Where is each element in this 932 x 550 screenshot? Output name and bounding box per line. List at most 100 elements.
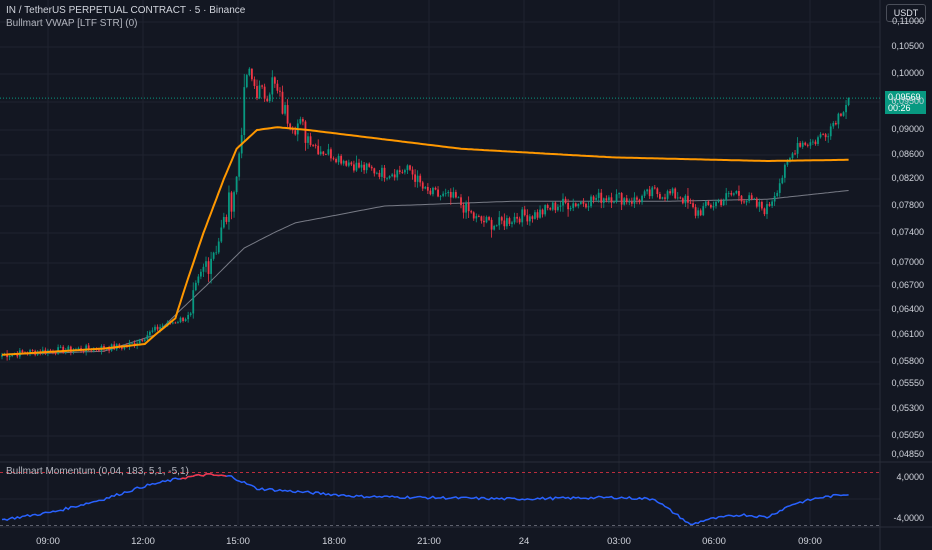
candle-body (238, 153, 241, 177)
candle-body (8, 355, 11, 358)
candle (304, 120, 307, 151)
candle (470, 209, 473, 214)
candle-body (801, 142, 804, 147)
candle-body (452, 192, 455, 198)
last-price-value: 0,09569 (888, 92, 921, 102)
price-tick: 0,11000 (892, 16, 924, 26)
candle (745, 200, 748, 206)
candle-body (819, 134, 822, 138)
candle-body (590, 196, 592, 207)
candle-body (253, 79, 256, 86)
momentum-legend[interactable]: Bullmart Momentum (0,04, 183, 5,1, -5,1) (6, 466, 189, 477)
candle (615, 189, 618, 204)
candle (345, 160, 348, 167)
candle (353, 160, 355, 173)
momentum-line (1, 472, 849, 526)
candle (546, 203, 549, 211)
candle-body (620, 193, 623, 205)
candle (710, 203, 712, 209)
candle-body (391, 174, 394, 177)
candle (202, 263, 205, 278)
candle (177, 320, 179, 324)
candle-body (743, 201, 745, 203)
candle-body (273, 77, 276, 84)
candle-body (365, 163, 368, 171)
candle-body (541, 209, 544, 215)
candle (541, 208, 544, 218)
candle-body (77, 348, 80, 350)
candle-body (304, 121, 307, 143)
symbol-legend[interactable]: IN / TetherUS PERPETUAL CONTRACT · 5 · B… (6, 5, 246, 16)
currency-button[interactable]: USDT (886, 4, 926, 22)
candle-body (16, 353, 19, 357)
candle (327, 143, 330, 156)
candle-body (546, 205, 549, 209)
candle (375, 171, 378, 175)
candle-body (664, 197, 666, 199)
candle (771, 199, 773, 208)
candle (401, 169, 404, 174)
candle (648, 186, 651, 199)
candle-body (467, 202, 470, 212)
candle-body (554, 202, 557, 211)
candle (483, 215, 485, 227)
candle (248, 67, 251, 77)
candle-body (710, 204, 712, 208)
candle-body (498, 217, 501, 226)
candle-body (485, 217, 488, 223)
candle-body (641, 195, 643, 203)
time-tick: 09:00 (36, 536, 60, 547)
candle (804, 141, 807, 146)
candle (230, 190, 233, 220)
candle-body (814, 141, 817, 144)
candle-body (574, 203, 577, 207)
candle-body (358, 162, 360, 168)
candle-body (806, 144, 809, 146)
candle (360, 160, 363, 172)
candle-body (317, 145, 320, 155)
candle (307, 133, 309, 149)
candle-body (661, 197, 664, 199)
candle-body (245, 75, 248, 88)
candle-body (783, 164, 786, 178)
vwap-legend[interactable]: Bullmart VWAP [LTF STR] (0) (6, 18, 138, 29)
candle (847, 97, 850, 107)
candle-body (69, 346, 72, 352)
candle (600, 188, 603, 209)
candle-body (182, 317, 184, 321)
vwap-line (1, 126, 849, 356)
candle (620, 192, 623, 211)
candle-body (534, 212, 536, 219)
candle-body (462, 205, 465, 213)
candle-body (766, 204, 768, 215)
candle (253, 76, 256, 90)
candle (564, 196, 567, 205)
candle-body (120, 347, 123, 349)
candle-body (503, 220, 506, 227)
candle-body (832, 122, 835, 127)
candle-body (154, 326, 156, 331)
candle-body (437, 189, 439, 197)
candle (740, 195, 743, 205)
candle (602, 197, 605, 208)
candle (676, 192, 679, 200)
candle-body (730, 193, 733, 195)
candle (279, 87, 281, 97)
candle-body (184, 319, 187, 321)
price-tick: 0,05300 (891, 403, 924, 413)
candle-countdown: 00:26 (888, 103, 911, 113)
candle (493, 224, 496, 231)
candle-body (659, 194, 661, 199)
candle-body (59, 346, 62, 348)
candle-body (531, 216, 534, 219)
candle (220, 219, 223, 244)
price-tick: 0,05050 (891, 430, 924, 440)
candle (156, 324, 159, 332)
candle (154, 324, 156, 333)
candle (337, 153, 340, 165)
candle-body (353, 164, 355, 171)
candle-body (455, 192, 457, 198)
candle (322, 150, 325, 156)
candle-body (595, 197, 598, 200)
